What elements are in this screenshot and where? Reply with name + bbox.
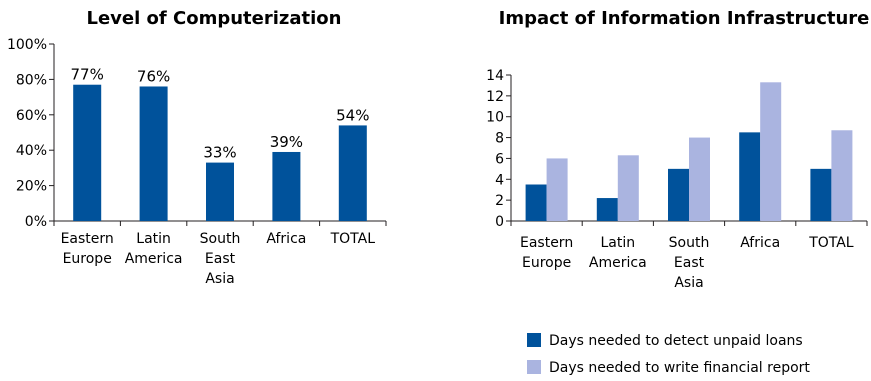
chart-title: Impact of Information Infrastructure	[499, 8, 870, 29]
legend-swatch	[527, 333, 541, 347]
bar-financial-report	[831, 130, 853, 221]
bar	[206, 162, 234, 221]
computerization-chart: Level of Computerization 0% 20% 40% 60% 80% 10…	[7, 8, 387, 287]
bar-financial-report	[689, 137, 710, 221]
legend-label: Days needed to detect unpaid loans	[549, 333, 803, 349]
data-label: 76%	[137, 67, 170, 85]
category-label: East	[674, 255, 705, 271]
y-tick-label: 0	[495, 214, 504, 230]
y-tick-label: 8	[495, 131, 504, 147]
category-label: East	[205, 251, 236, 267]
y-tick-label: 10	[486, 110, 504, 126]
y-tick-label: 0%	[25, 214, 47, 230]
category-label: South	[669, 235, 710, 251]
category-label: Asia	[674, 275, 703, 291]
category-label: South	[200, 231, 241, 247]
category-label: Europe	[522, 255, 571, 271]
category-label: Africa	[740, 235, 780, 251]
category-label: America	[589, 255, 647, 271]
bar-unpaid-loans	[739, 132, 761, 221]
category-label: Eastern	[61, 231, 114, 247]
bar-financial-report	[546, 158, 568, 221]
bar-financial-report	[760, 82, 782, 221]
bar	[139, 86, 168, 221]
legend-label: Days needed to write financial report	[549, 360, 810, 376]
category-label: Latin	[136, 231, 171, 247]
y-tick-label: 12	[486, 89, 504, 105]
y-tick-label: 4	[495, 172, 504, 188]
legend-swatch	[527, 360, 541, 374]
y-tick-label: 14	[486, 68, 504, 84]
y-tick-label: 6	[495, 151, 504, 167]
y-tick-label: 2	[495, 193, 504, 209]
category-label: America	[125, 251, 183, 267]
bar-unpaid-loans	[525, 184, 547, 221]
y-tick-label: 60%	[16, 108, 47, 124]
data-label: 33%	[203, 144, 236, 162]
bar	[272, 151, 301, 221]
category-label: Eastern	[520, 235, 573, 251]
bar-financial-report	[617, 155, 639, 221]
chart-title: Level of Computerization	[87, 8, 342, 29]
category-label: TOTAL	[330, 231, 376, 247]
bar-unpaid-loans	[596, 198, 618, 221]
category-label: Europe	[63, 251, 112, 267]
data-label: 77%	[71, 66, 104, 84]
bar	[338, 125, 367, 221]
bar-unpaid-loans	[810, 168, 832, 221]
category-label: Africa	[266, 231, 306, 247]
category-label: Asia	[205, 271, 234, 287]
y-tick-label: 80%	[16, 72, 47, 88]
data-label: 39%	[270, 133, 303, 151]
infrastructure-chart: Impact of Information Infrastructure 0 2 4 6…	[486, 8, 869, 376]
y-tick-label: 20%	[16, 179, 47, 195]
category-label: Latin	[600, 235, 635, 251]
bar-unpaid-loans	[668, 168, 689, 221]
y-tick-label: 40%	[16, 143, 47, 159]
legend: Days needed to detect unpaid loans Days n…	[527, 333, 810, 376]
data-label: 54%	[336, 106, 369, 124]
y-tick-label: 100%	[7, 37, 47, 53]
category-label: TOTAL	[808, 235, 854, 251]
bar	[73, 84, 102, 222]
